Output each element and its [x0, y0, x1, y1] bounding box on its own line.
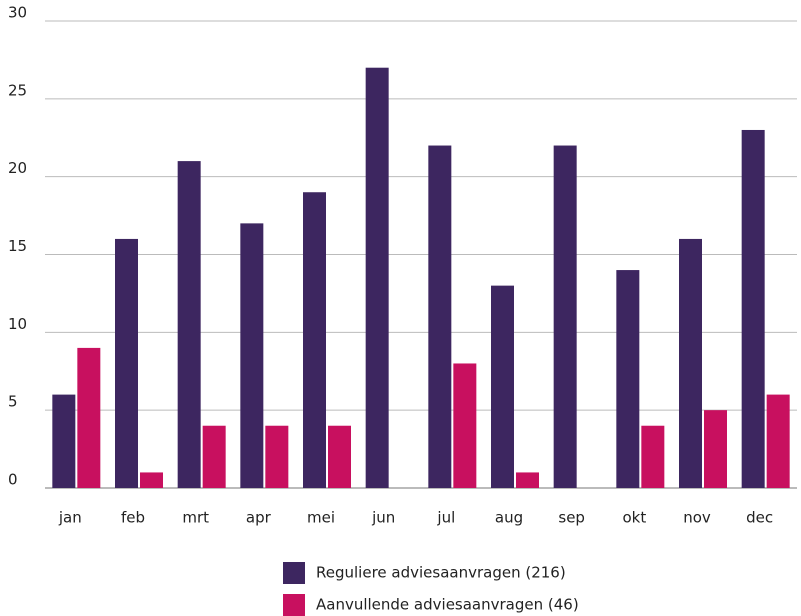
y-tick-label: 15: [8, 237, 27, 255]
bar: [140, 472, 163, 488]
bar: [265, 425, 289, 488]
y-tick-label: 0: [8, 471, 18, 489]
y-tick-label: 30: [8, 4, 27, 22]
bar: [177, 161, 201, 488]
bar: [641, 425, 665, 488]
bar: [428, 145, 452, 489]
bar: [328, 425, 351, 488]
x-tick-label: okt: [622, 509, 646, 527]
bar: [303, 192, 326, 488]
x-tick-label: apr: [246, 509, 272, 527]
bar: [491, 285, 514, 488]
y-tick-label: 25: [8, 81, 27, 99]
x-tick-label: aug: [495, 509, 523, 527]
x-tick-label: nov: [683, 509, 711, 527]
bar: [704, 410, 727, 488]
bar: [240, 223, 264, 488]
y-tick-label: 20: [8, 159, 27, 177]
bar: [453, 363, 477, 488]
bar: [766, 394, 790, 488]
bar: [679, 238, 702, 488]
x-tick-label: sep: [558, 509, 585, 527]
bar: [77, 347, 101, 488]
x-tick-label: mrt: [182, 509, 209, 527]
legend-label: Reguliere adviesaanvragen (216): [316, 564, 566, 582]
legend-swatch: [283, 562, 305, 584]
x-tick-label: dec: [746, 509, 773, 527]
bar: [553, 145, 577, 489]
legend-label: Aanvullende adviesaanvragen (46): [316, 596, 579, 614]
y-tick-label: 5: [8, 393, 18, 411]
bar: [616, 270, 640, 488]
bar: [516, 472, 539, 488]
x-tick-label: jan: [58, 509, 82, 527]
x-tick-label: mei: [307, 509, 335, 527]
bar: [365, 67, 389, 488]
y-tick-label: 10: [8, 315, 27, 333]
x-tick-label: jun: [371, 509, 395, 527]
bar: [202, 425, 226, 488]
bar: [741, 129, 765, 488]
bar: [52, 394, 76, 488]
x-tick-label: jul: [436, 509, 455, 527]
x-tick-label: feb: [121, 509, 145, 527]
legend-swatch: [283, 594, 305, 616]
bar: [115, 238, 138, 488]
